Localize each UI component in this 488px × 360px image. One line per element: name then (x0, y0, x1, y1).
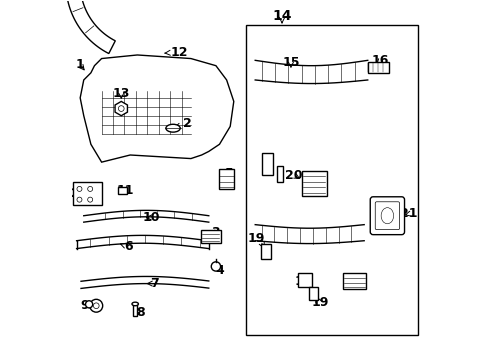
Bar (133, 304, 137, 316)
Text: 14: 14 (272, 9, 291, 23)
Circle shape (211, 262, 220, 271)
Text: 22: 22 (71, 187, 88, 200)
Text: 2: 2 (175, 117, 191, 130)
Text: 15: 15 (282, 55, 299, 69)
Text: 5: 5 (221, 167, 233, 180)
Text: 6: 6 (120, 240, 132, 253)
Ellipse shape (118, 106, 124, 111)
Circle shape (90, 299, 102, 312)
Text: 16: 16 (371, 54, 388, 67)
Ellipse shape (165, 124, 180, 132)
Text: 20: 20 (285, 169, 302, 182)
Text: 1: 1 (76, 58, 84, 72)
Text: 19: 19 (311, 296, 328, 309)
Ellipse shape (380, 208, 393, 224)
Text: 10: 10 (142, 211, 160, 224)
Text: 8: 8 (133, 306, 145, 319)
FancyBboxPatch shape (262, 153, 272, 175)
Text: 3: 3 (210, 226, 219, 239)
Circle shape (87, 197, 93, 202)
Bar (118, 187, 126, 194)
Text: 18: 18 (294, 275, 311, 288)
Text: 7: 7 (147, 277, 159, 290)
Text: 21: 21 (400, 207, 417, 220)
Text: 19: 19 (247, 233, 264, 246)
FancyBboxPatch shape (374, 202, 399, 230)
FancyBboxPatch shape (260, 244, 271, 258)
FancyBboxPatch shape (276, 166, 283, 182)
Circle shape (77, 197, 82, 202)
Circle shape (93, 303, 99, 309)
FancyBboxPatch shape (369, 197, 404, 235)
Circle shape (85, 301, 93, 308)
Text: 13: 13 (112, 87, 130, 100)
FancyBboxPatch shape (219, 169, 233, 189)
Text: 11: 11 (117, 184, 134, 197)
Bar (301, 171, 326, 196)
Bar (246, 24, 417, 336)
Bar (73, 182, 102, 205)
Ellipse shape (132, 302, 138, 306)
FancyBboxPatch shape (298, 273, 312, 287)
Text: 17: 17 (342, 276, 360, 289)
FancyBboxPatch shape (201, 230, 220, 243)
Text: 12: 12 (164, 46, 188, 59)
Text: 9: 9 (80, 299, 94, 312)
FancyBboxPatch shape (367, 62, 388, 73)
FancyBboxPatch shape (308, 287, 317, 300)
Text: 4: 4 (215, 264, 224, 276)
Polygon shape (80, 55, 233, 162)
Circle shape (77, 186, 82, 192)
Polygon shape (66, 0, 115, 54)
FancyBboxPatch shape (342, 273, 365, 289)
Circle shape (87, 186, 93, 192)
